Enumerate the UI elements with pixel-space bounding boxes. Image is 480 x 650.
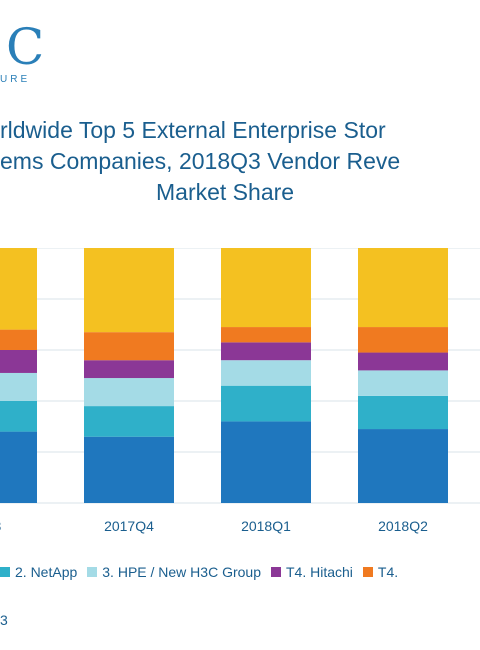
legend-label: 2. NetApp	[15, 564, 78, 580]
bar-segment	[358, 429, 448, 503]
bar-segment	[0, 401, 37, 432]
title-line-2: ems Companies, 2018Q3 Vendor Reve	[0, 148, 401, 174]
x-tick-label: 2018Q1	[241, 518, 291, 534]
legend-label: T4.	[377, 564, 399, 580]
bar-segment	[84, 378, 174, 407]
bar-segment	[221, 360, 311, 386]
bar-segment	[0, 431, 37, 503]
bar-segment	[221, 342, 311, 361]
title-line-3: Market Share	[156, 179, 295, 205]
legend-item: T4.	[362, 564, 399, 580]
legend-swatch	[362, 567, 373, 577]
bar-segment	[84, 248, 174, 333]
legend-label: T4. Hitachi	[286, 564, 353, 580]
legend: 2. NetApp 3. HPE / New H3C Group T4. Hitac…	[0, 564, 480, 584]
bar-segment	[358, 327, 448, 353]
legend-swatch	[271, 567, 281, 577]
bar-segment	[84, 406, 174, 437]
bar-segment	[358, 395, 448, 430]
x-tick-label: Q3	[0, 518, 2, 534]
bar-segment	[221, 385, 311, 422]
legend-item: 3. HPE / New H3C Group	[87, 564, 261, 580]
bar-segment	[358, 352, 448, 371]
title-line-1: rldwide Top 5 External Enterprise Stor	[0, 117, 386, 143]
bar-segment	[84, 436, 174, 503]
bar-segment	[0, 372, 37, 401]
bar-segment	[221, 327, 311, 343]
bar-segment	[221, 421, 311, 503]
bar-segment	[0, 350, 37, 373]
legend-swatch	[87, 567, 98, 577]
bar-segment	[84, 360, 174, 379]
bar-segment	[84, 332, 174, 361]
bar-segment	[358, 370, 448, 396]
bar-segment	[0, 248, 37, 330]
x-tick-label: 2017Q4	[104, 518, 154, 534]
bar-segment	[221, 248, 311, 328]
bar-segment	[0, 329, 37, 350]
source-note: 3	[0, 612, 8, 628]
legend-label: 3. HPE / New H3C Group	[102, 564, 261, 580]
legend-swatch	[0, 567, 10, 577]
legend-item: 2. NetApp	[0, 564, 77, 580]
logo-mark: C	[6, 18, 45, 76]
chart-title: rldwide Top 5 External Enterprise Stor e…	[0, 115, 480, 208]
x-tick-label: 2018Q2	[378, 518, 428, 534]
stacked-bar-chart: Q3 2017Q4 2018Q1 2018Q2	[0, 248, 480, 534]
bar-segment	[358, 248, 448, 328]
legend-item: T4. Hitachi	[271, 564, 353, 580]
logo-subtitle: URE	[0, 74, 31, 85]
